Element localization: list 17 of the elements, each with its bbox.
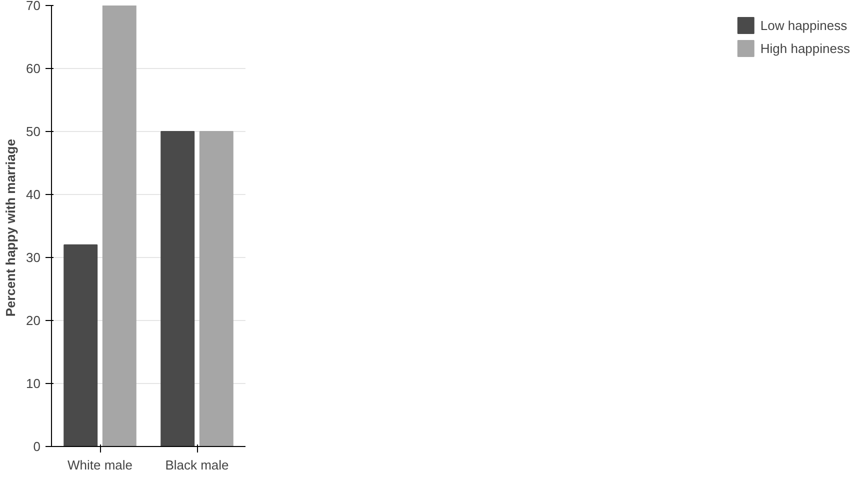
y-tick-label: 60 xyxy=(26,61,41,76)
bar xyxy=(64,244,98,446)
y-tick-label: 20 xyxy=(26,313,41,328)
y-axis-title: Percent happy with marriage xyxy=(3,138,18,317)
y-tick-label: 0 xyxy=(33,439,41,454)
legend-label: Low happiness xyxy=(760,18,848,32)
y-tick-label: 30 xyxy=(26,250,41,265)
y-tick-label: 40 xyxy=(26,187,41,202)
bar xyxy=(102,6,136,446)
y-tick-label: 10 xyxy=(26,376,41,391)
y-tick-label: 70 xyxy=(26,0,41,13)
x-tick-label: Black male xyxy=(165,458,229,472)
x-tick-label: White male xyxy=(67,458,133,472)
bar xyxy=(160,131,195,446)
bar xyxy=(199,131,234,446)
legend-label: High happiness xyxy=(760,40,850,56)
y-tick-label: 50 xyxy=(26,124,41,139)
